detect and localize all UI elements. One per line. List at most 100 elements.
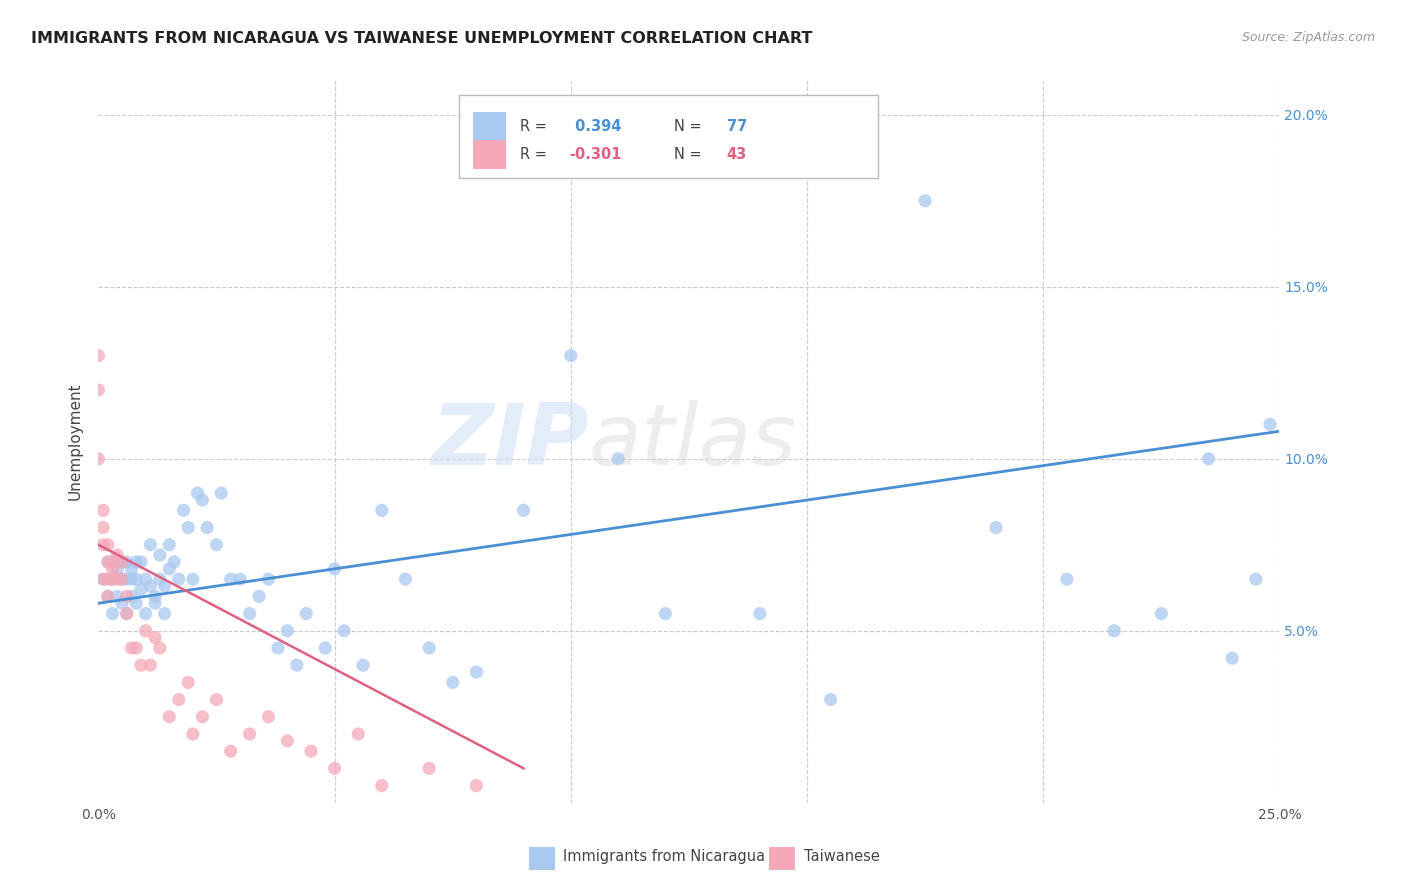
- Point: [115, 572, 138, 586]
- Point: [149, 548, 172, 562]
- Point: [153, 607, 176, 621]
- Point: [97, 538, 120, 552]
- Point: [205, 692, 228, 706]
- Point: [111, 555, 134, 569]
- Point: [285, 658, 308, 673]
- Point: [125, 640, 148, 655]
- Point: [276, 734, 298, 748]
- Point: [195, 520, 218, 534]
- Point: [314, 640, 336, 655]
- Point: [143, 596, 166, 610]
- Point: [125, 555, 148, 569]
- Point: [101, 555, 124, 569]
- Point: [347, 727, 370, 741]
- Point: [157, 710, 180, 724]
- Point: [984, 520, 1007, 534]
- Point: [97, 555, 120, 569]
- Point: [239, 727, 262, 741]
- Point: [121, 572, 143, 586]
- Point: [129, 582, 152, 597]
- Point: [87, 383, 110, 397]
- Point: [191, 710, 214, 724]
- Text: Source: ZipAtlas.com: Source: ZipAtlas.com: [1241, 31, 1375, 45]
- Point: [267, 640, 290, 655]
- Point: [333, 624, 356, 638]
- Point: [105, 548, 128, 562]
- Point: [219, 744, 242, 758]
- Point: [105, 572, 128, 586]
- Point: [295, 607, 318, 621]
- Point: [257, 572, 280, 586]
- Y-axis label: Unemployment: Unemployment: [67, 383, 83, 500]
- Point: [1198, 451, 1220, 466]
- Point: [91, 572, 114, 586]
- Point: [654, 607, 676, 621]
- Text: R =: R =: [520, 119, 551, 134]
- Point: [149, 640, 172, 655]
- Text: N =: N =: [673, 147, 706, 162]
- Point: [115, 590, 138, 604]
- Point: [115, 555, 138, 569]
- Point: [143, 590, 166, 604]
- Point: [111, 572, 134, 586]
- Point: [129, 658, 152, 673]
- FancyBboxPatch shape: [458, 95, 877, 178]
- Point: [820, 692, 842, 706]
- Text: 0.394: 0.394: [569, 119, 621, 134]
- Point: [1220, 651, 1243, 665]
- Point: [181, 572, 204, 586]
- Point: [299, 744, 322, 758]
- Point: [139, 538, 162, 552]
- Point: [111, 596, 134, 610]
- Bar: [530, 847, 555, 870]
- Text: IMMIGRANTS FROM NICARAGUA VS TAIWANESE UNEMPLOYMENT CORRELATION CHART: IMMIGRANTS FROM NICARAGUA VS TAIWANESE U…: [31, 31, 813, 46]
- Point: [1102, 624, 1125, 638]
- Text: -0.301: -0.301: [569, 147, 621, 162]
- Point: [465, 665, 488, 679]
- Point: [91, 572, 114, 586]
- Point: [418, 761, 440, 775]
- Point: [191, 493, 214, 508]
- Bar: [472, 112, 506, 141]
- Text: N =: N =: [673, 119, 706, 134]
- Point: [91, 520, 114, 534]
- Point: [143, 631, 166, 645]
- Point: [157, 538, 180, 552]
- Point: [276, 624, 298, 638]
- Point: [101, 555, 124, 569]
- Point: [97, 590, 120, 604]
- Point: [121, 590, 143, 604]
- Point: [167, 572, 190, 586]
- Point: [139, 579, 162, 593]
- Bar: [769, 847, 796, 870]
- Point: [209, 486, 232, 500]
- Point: [101, 607, 124, 621]
- Point: [352, 658, 374, 673]
- Point: [219, 572, 242, 586]
- Point: [418, 640, 440, 655]
- Point: [323, 562, 346, 576]
- Point: [181, 727, 204, 741]
- Text: 43: 43: [727, 147, 747, 162]
- Point: [560, 349, 582, 363]
- Point: [172, 503, 194, 517]
- Point: [1056, 572, 1078, 586]
- Point: [135, 607, 157, 621]
- Point: [512, 503, 534, 517]
- Point: [167, 692, 190, 706]
- Point: [205, 538, 228, 552]
- Point: [371, 503, 394, 517]
- Point: [914, 194, 936, 208]
- Text: R =: R =: [520, 147, 551, 162]
- Point: [115, 607, 138, 621]
- Point: [91, 503, 114, 517]
- Point: [111, 572, 134, 586]
- Point: [121, 562, 143, 576]
- Point: [101, 572, 124, 586]
- Point: [748, 607, 770, 621]
- Text: Taiwanese: Taiwanese: [803, 849, 879, 864]
- Point: [441, 675, 464, 690]
- Text: atlas: atlas: [589, 400, 797, 483]
- Point: [177, 675, 200, 690]
- Point: [607, 451, 630, 466]
